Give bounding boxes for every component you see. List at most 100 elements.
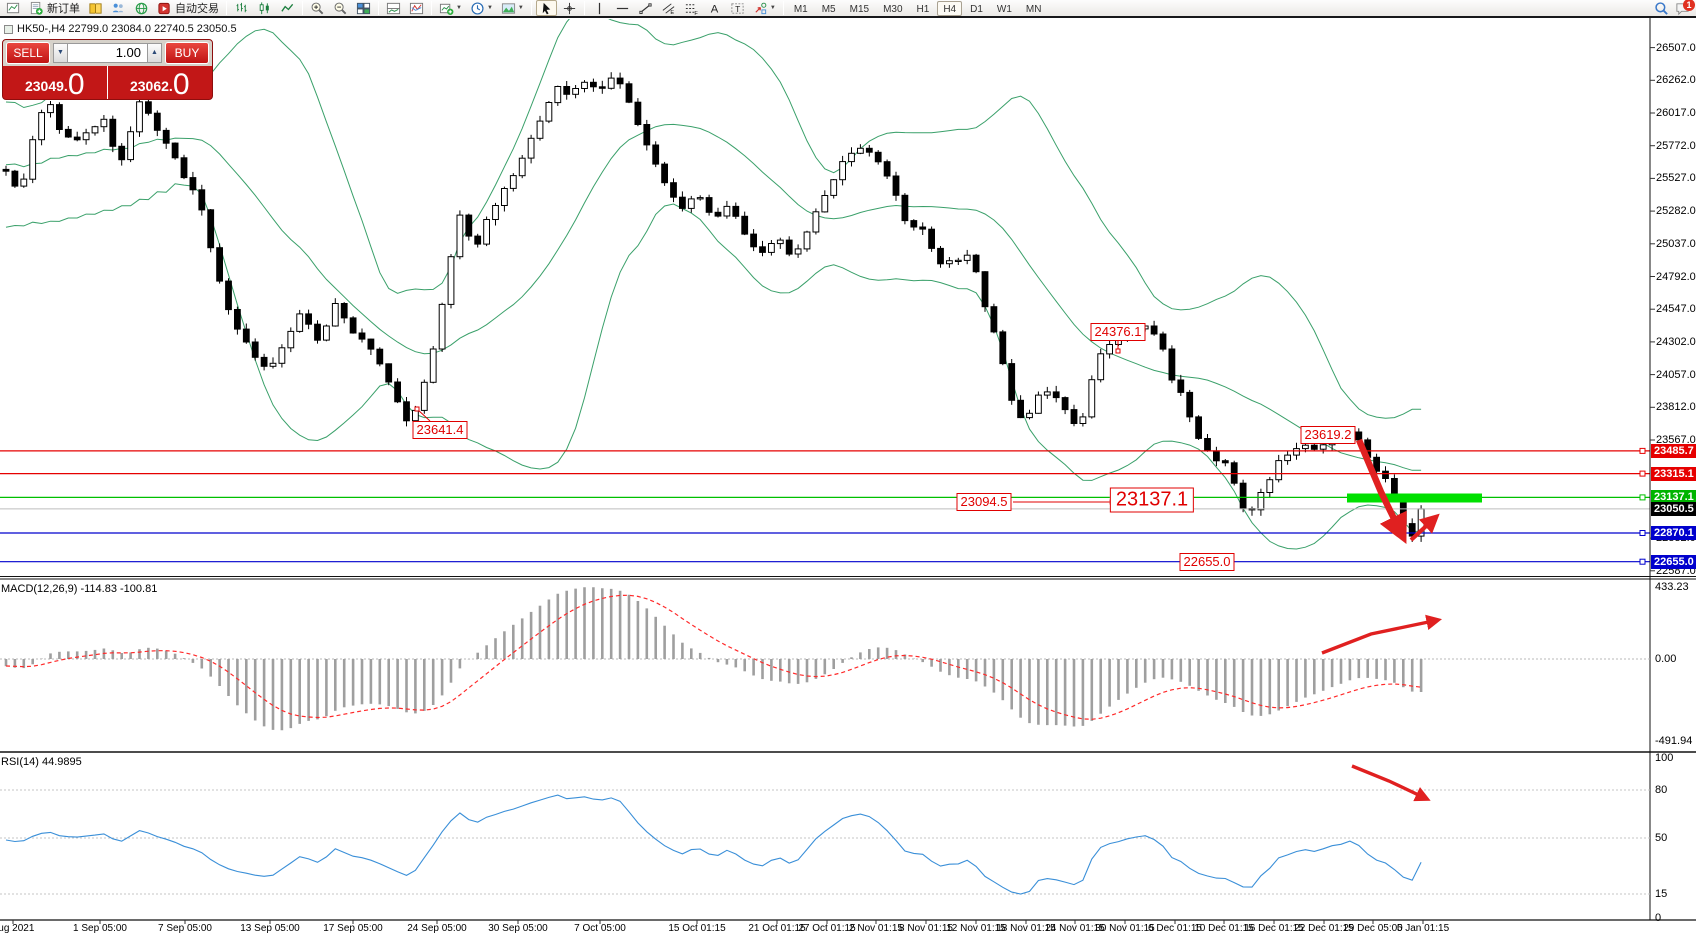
templates-icon xyxy=(501,1,516,16)
price-axis-tick: 25527.0 xyxy=(1656,172,1696,185)
arrows-shapes-button[interactable]: ▼ xyxy=(750,0,779,16)
time-axis-label: 27 Oct 01:15 xyxy=(798,923,856,934)
indicator-list-icon xyxy=(409,1,424,16)
macd-signal-line xyxy=(5,594,1422,720)
macd-indicator-label: MACD(12,26,9) -114.83 -100.81 xyxy=(1,583,158,595)
crosshair-button[interactable] xyxy=(559,0,580,16)
time-axis-label: 2 Nov 01:15 xyxy=(849,923,903,934)
candlestick-series xyxy=(2,72,1425,542)
drawn-arrow[interactable] xyxy=(1409,513,1440,542)
bar-chart-button[interactable] xyxy=(231,0,252,16)
line-chart-button[interactable] xyxy=(277,0,298,16)
time-axis-label: 24 Nov 01:15 xyxy=(1045,923,1105,934)
timeframe-h1-button[interactable]: H1 xyxy=(916,3,930,15)
volume-increase-button[interactable]: ▲ xyxy=(147,43,162,63)
time-axis-label: 10 Dec 01:15 xyxy=(1194,923,1254,934)
new-indicator-window-icon xyxy=(386,1,401,16)
line-price-badge: 23137.1 xyxy=(1651,490,1696,505)
price-annotation[interactable]: 23641.4 xyxy=(412,421,468,439)
toolbar-separator xyxy=(583,1,585,15)
time-axis-label: 29 Dec 05:00 xyxy=(1343,923,1403,934)
chevron-down-icon[interactable]: ▼ xyxy=(486,5,493,11)
sell-price[interactable]: 23049. 0 xyxy=(3,66,108,99)
tile-windows-button[interactable] xyxy=(353,0,374,16)
price-annotation[interactable]: 23094.5 xyxy=(956,493,1012,511)
timeframe-m5-button[interactable]: M5 xyxy=(821,3,836,15)
cursor-button[interactable] xyxy=(535,0,557,16)
symbol-info-text: HK50-,H4 22799.0 23084.0 22740.5 23050.5 xyxy=(17,23,237,35)
timeframe-w1-button[interactable]: W1 xyxy=(996,3,1012,15)
price-annotation[interactable]: 24376.1 xyxy=(1090,323,1146,341)
vertical-line-button[interactable] xyxy=(589,0,610,16)
price-annotation[interactable]: 23137.1 xyxy=(1109,487,1195,513)
price-annotation[interactable]: 22655.0 xyxy=(1179,553,1235,571)
line-price-badge: 22655.0 xyxy=(1651,554,1696,569)
autotrading-button[interactable]: 自动交易 xyxy=(154,0,222,16)
drawn-arrow[interactable] xyxy=(1356,438,1407,545)
templates-button[interactable]: ▼ xyxy=(498,0,527,16)
time-axis-label: 12 Nov 01:15 xyxy=(946,923,1006,934)
text-button[interactable]: A xyxy=(704,0,725,16)
window-menu-icon xyxy=(6,1,21,16)
drawn-arrow[interactable] xyxy=(1321,614,1442,655)
sell-button[interactable]: SELL xyxy=(6,42,50,64)
rsi-axis-value: 100 xyxy=(1655,752,1674,764)
buy-button[interactable]: BUY xyxy=(165,42,209,64)
price-axis-tick: 26017.0 xyxy=(1656,107,1696,119)
add-indicator-button[interactable]: ▼ xyxy=(436,0,465,16)
timeframe-m30-button[interactable]: M30 xyxy=(883,3,903,15)
signals-button[interactable] xyxy=(131,0,152,16)
search-icon[interactable] xyxy=(1654,1,1669,16)
price-axis-tick: 23567.0 xyxy=(1656,434,1696,446)
time-axis-label: 15 Oct 01:15 xyxy=(668,923,726,934)
toolbar-separator xyxy=(530,1,532,15)
chevron-down-icon[interactable]: ▼ xyxy=(769,5,776,11)
zoom-out-button[interactable] xyxy=(330,0,351,16)
timeframe-mn-button[interactable]: MN xyxy=(1025,3,1042,15)
chat-icon[interactable]: 1 xyxy=(1675,0,1695,16)
window-menu-button[interactable] xyxy=(3,0,24,16)
buy-price[interactable]: 23062. 0 xyxy=(129,68,190,100)
timeframe-h4-button[interactable]: H4 xyxy=(937,0,963,16)
equidistant-channel-button[interactable]: E xyxy=(658,0,679,16)
price-axis-tick: 26507.0 xyxy=(1656,41,1696,54)
horizontal-line-button[interactable] xyxy=(612,0,633,16)
fibonacci-button[interactable]: F xyxy=(681,0,702,16)
main-toolbar: 新订单 自动交易 ▼ ▼ ▼ E F A T ▼ M1 M5 M15 M30 H1 H4 D1 W1 MN 1 xyxy=(0,0,1696,18)
timeframe-d1-button[interactable]: D1 xyxy=(970,3,983,15)
volume-input[interactable]: 1.00 xyxy=(68,43,147,63)
journal-button[interactable] xyxy=(85,0,106,16)
time-axis-label: 6 Dec 01:15 xyxy=(1148,923,1202,934)
market-watch-button[interactable] xyxy=(108,0,129,16)
periods-button[interactable]: ▼ xyxy=(467,0,496,16)
horizontal-line-icon xyxy=(615,1,630,16)
macd-axis-value: 433.23 xyxy=(1655,581,1689,593)
zoom-in-button[interactable] xyxy=(307,0,328,16)
indicator-list-button[interactable] xyxy=(406,0,427,16)
price-axis-tick: 23812.0 xyxy=(1656,401,1696,414)
timeframe-m15-button[interactable]: M15 xyxy=(849,3,870,15)
rsi-axis-value: 80 xyxy=(1655,784,1668,796)
macd-histogram xyxy=(4,587,1423,731)
price-axis-tick: 26262.0 xyxy=(1656,74,1696,87)
trendline-button[interactable] xyxy=(635,0,656,16)
new-indicator-window-button[interactable] xyxy=(383,0,404,16)
time-axis-label: 24 Sep 05:00 xyxy=(407,923,467,934)
macd-axis-value: -491.94 xyxy=(1655,735,1693,747)
green-trend-bar[interactable] xyxy=(1347,493,1482,503)
volume-decrease-button[interactable]: ▼ xyxy=(53,43,68,63)
line-price-badge: 22870.1 xyxy=(1651,526,1696,540)
new-order-button[interactable]: 新订单 xyxy=(26,0,83,16)
price-annotation[interactable]: 23619.2 xyxy=(1300,426,1356,444)
bar-chart-icon xyxy=(234,1,249,16)
candlestick-chart-button[interactable] xyxy=(254,0,275,16)
rsi-axis-value: 0 xyxy=(1655,912,1662,924)
chevron-down-icon[interactable]: ▼ xyxy=(517,5,524,11)
svg-text:F: F xyxy=(694,11,698,16)
text-label-button[interactable]: T xyxy=(727,0,748,16)
timeframe-m1-button[interactable]: M1 xyxy=(793,3,808,15)
macd-axis-value: 0.00 xyxy=(1655,653,1677,665)
chevron-down-icon[interactable]: ▼ xyxy=(456,5,462,11)
drawn-arrow[interactable] xyxy=(1351,764,1431,802)
